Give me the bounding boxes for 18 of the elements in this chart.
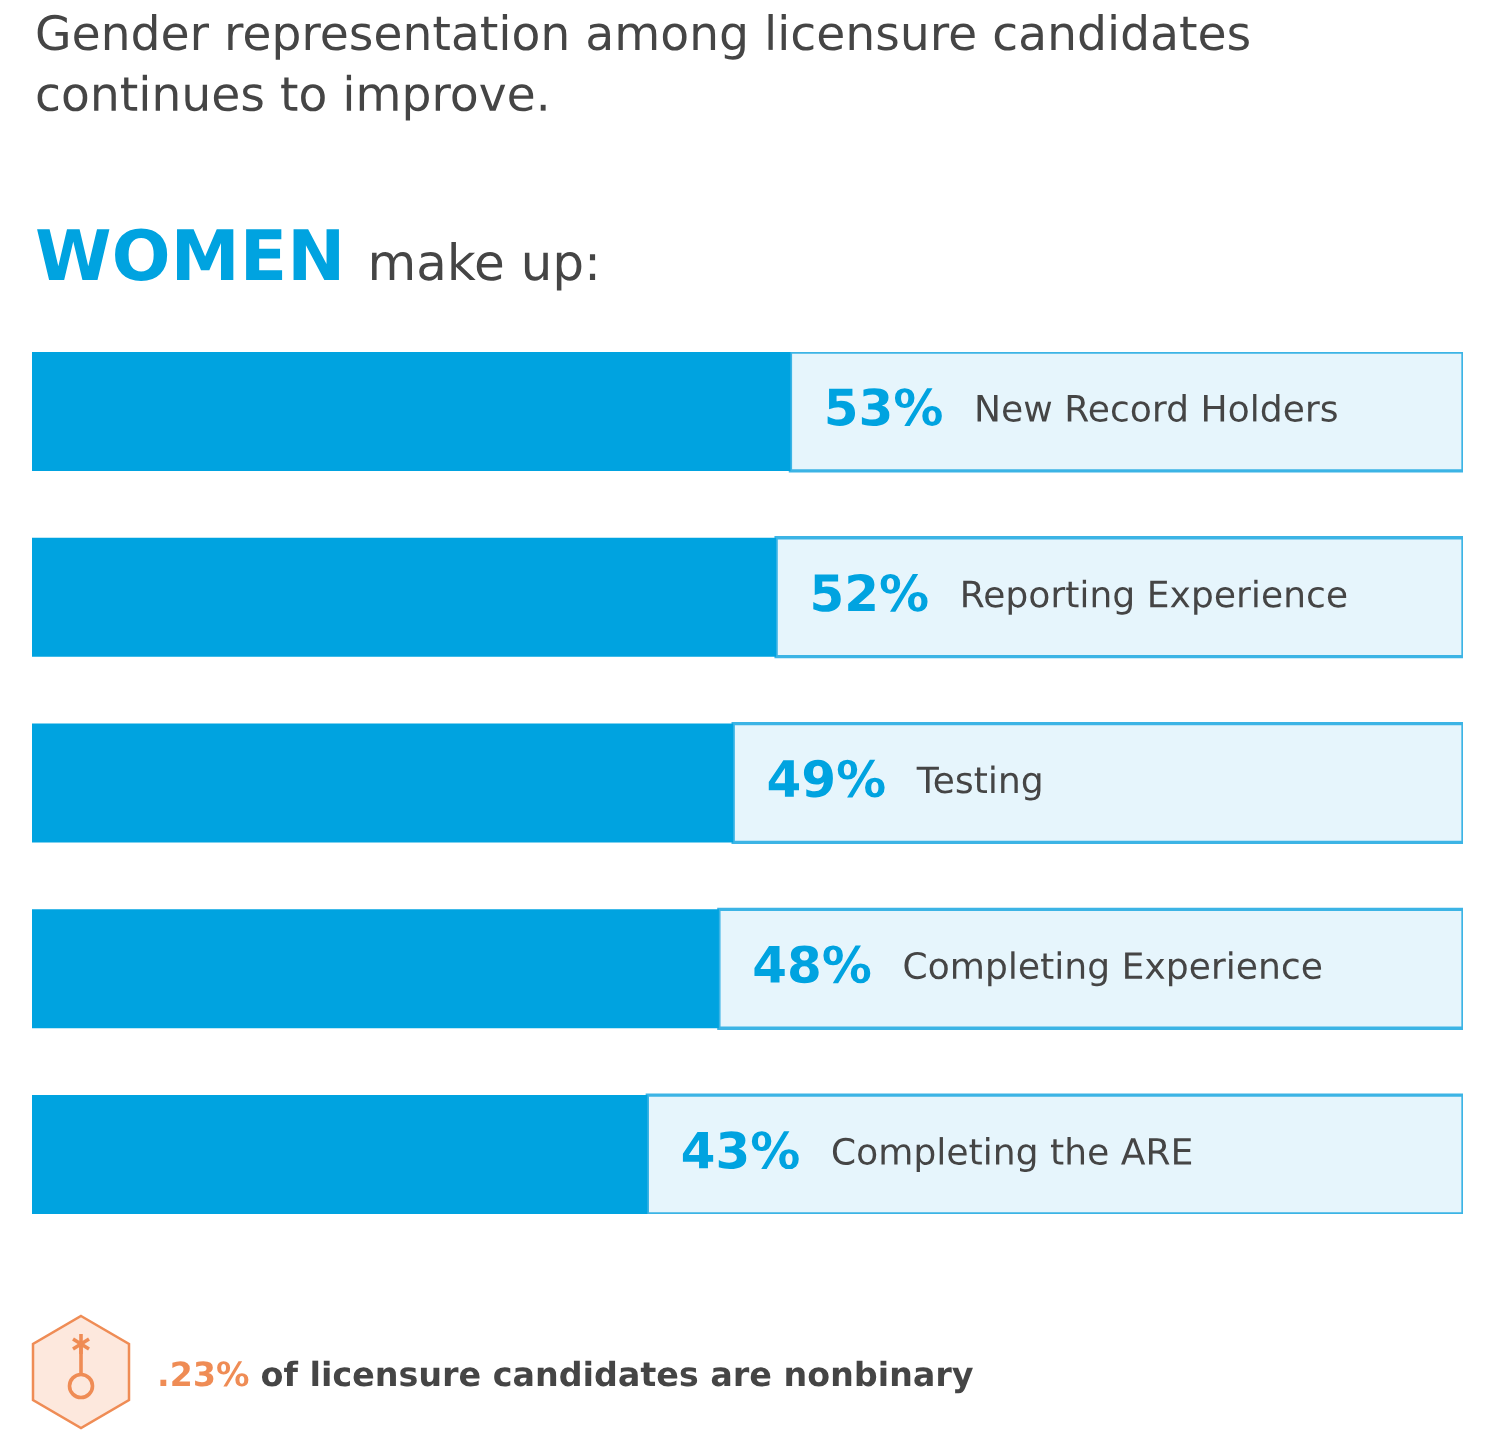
data-label: 48%: [754, 945, 871, 984]
y-tick-label: Testing: [916, 765, 1041, 801]
bar: [32, 1095, 648, 1214]
data-label: 53%: [827, 388, 942, 426]
y-tick-label: Reporting Experience: [963, 579, 1347, 615]
y-tick-label: Completing Experience: [904, 951, 1322, 987]
bar: [32, 909, 719, 1029]
data-label: 52%: [813, 573, 928, 612]
y-tick-label: New Record Holders: [977, 393, 1337, 422]
bar: [32, 537, 777, 657]
chart-subtitle: WOMEN make up:: [37, 228, 596, 291]
bar: [32, 352, 791, 471]
text: .23% of licensure candidates are nonbinary: [160, 1360, 973, 1394]
chart-title: Gender representation among licensure candidates continues to improve.: [37, 14, 1249, 121]
data-label: 49%: [768, 759, 885, 798]
data-label: 43%: [682, 1131, 799, 1170]
bar: [32, 723, 734, 843]
y-tick-label: Completing the ARE: [832, 1137, 1192, 1173]
